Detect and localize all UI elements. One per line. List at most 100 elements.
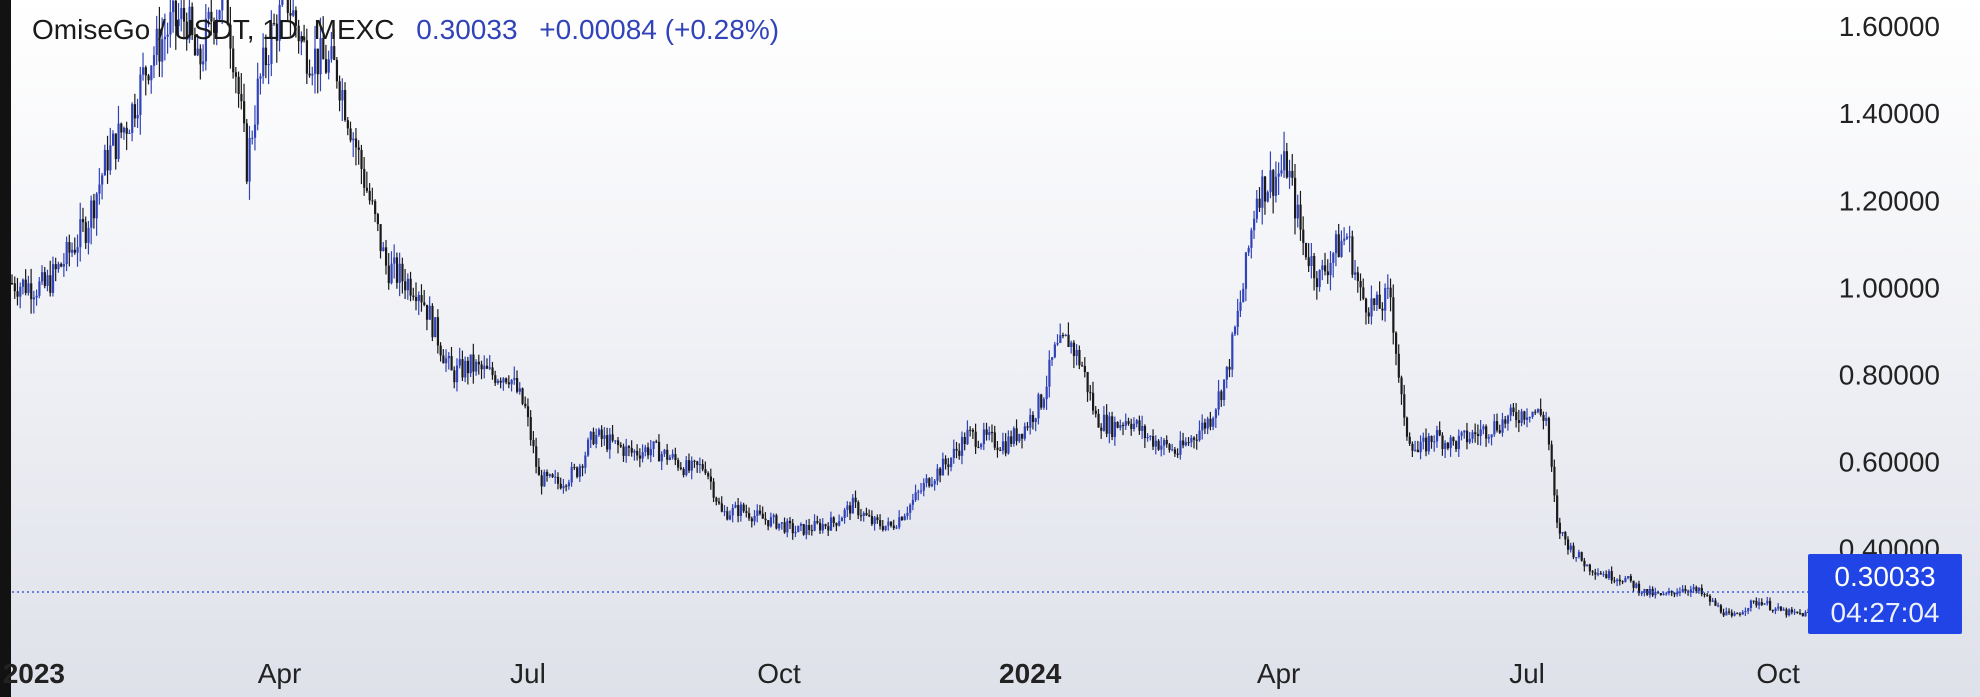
- candle-body: [1367, 312, 1370, 317]
- time-tick-label: Oct: [757, 658, 801, 689]
- candle-body: [30, 283, 33, 300]
- candle-body: [559, 483, 562, 489]
- candle-body: [218, 10, 221, 20]
- candle-body: [1457, 435, 1460, 450]
- candle-body: [1209, 418, 1212, 427]
- candle-body: [556, 476, 560, 484]
- candle-body: [1542, 414, 1545, 421]
- candle-body: [990, 431, 994, 433]
- candle-body: [1132, 423, 1136, 429]
- candle-body: [226, 0, 229, 25]
- candle-body: [1591, 571, 1594, 573]
- candle-body: [1326, 271, 1329, 276]
- candle-body: [117, 123, 120, 160]
- candle-body: [365, 187, 369, 191]
- candle-body: [1605, 574, 1608, 579]
- candle-body: [1064, 334, 1067, 336]
- candle-body: [1272, 170, 1275, 196]
- candle-body: [535, 446, 538, 467]
- candle-body: [488, 367, 491, 369]
- candle-body: [529, 417, 532, 441]
- candle-body: [87, 227, 90, 243]
- candle-body: [11, 282, 14, 284]
- candle-body: [685, 460, 688, 475]
- candle-body: [1056, 343, 1059, 345]
- candle-body: [401, 263, 404, 282]
- candle-body: [1659, 593, 1662, 595]
- candle-body: [551, 474, 554, 477]
- candle-body: [1168, 444, 1171, 451]
- candle-body: [376, 214, 379, 225]
- candle-body: [1146, 437, 1149, 439]
- candle-body: [464, 360, 467, 378]
- candle-body: [1635, 583, 1638, 588]
- candle-body: [1509, 407, 1512, 416]
- candle-body: [1561, 532, 1564, 534]
- candle-body: [1236, 310, 1239, 327]
- candle-body: [1594, 572, 1597, 575]
- candle-body: [966, 429, 969, 445]
- candle-body: [393, 257, 396, 264]
- candle-body: [120, 123, 123, 133]
- candle-body: [510, 379, 513, 385]
- candle-body: [1362, 287, 1365, 299]
- candle-body: [1577, 552, 1581, 558]
- candle-body: [723, 511, 726, 513]
- candle-body: [1233, 326, 1237, 335]
- candle-body: [600, 429, 603, 439]
- candle-body: [870, 516, 874, 525]
- candle-body: [1283, 151, 1286, 171]
- candle-body: [62, 264, 66, 267]
- candle-body: [1072, 342, 1076, 357]
- candle-body: [1556, 495, 1559, 523]
- symbol-legend[interactable]: OmiseGo / USDT, 1D, MEXC 0.30033 +0.0008…: [32, 12, 779, 48]
- candle-body: [286, 0, 289, 13]
- candle-body: [1495, 421, 1499, 431]
- candle-body: [603, 435, 606, 439]
- candle-body: [1643, 589, 1646, 593]
- candle-body: [783, 522, 786, 533]
- time-axis[interactable]: 2023 Apr Jul Oct 2024 Apr Jul Oct: [3, 658, 1800, 689]
- candle-body: [816, 521, 819, 523]
- candle-body: [1021, 433, 1024, 439]
- candle-body: [1501, 419, 1504, 433]
- candle-body: [415, 297, 418, 302]
- candle-body: [647, 447, 650, 456]
- candle-body: [338, 81, 341, 101]
- candle-body: [712, 481, 715, 498]
- candle-body: [933, 480, 936, 485]
- candle-body: [565, 485, 568, 487]
- candle-body: [305, 40, 309, 74]
- candle-body: [475, 361, 478, 372]
- candle-body: [324, 59, 328, 73]
- candle-body: [453, 370, 456, 383]
- candle-body: [1408, 436, 1411, 444]
- candle-body: [1405, 417, 1409, 437]
- candle-body: [824, 524, 827, 527]
- candle-body: [630, 447, 633, 453]
- candle-body: [1302, 229, 1305, 243]
- candle-body: [417, 295, 420, 302]
- candle-body: [1255, 198, 1258, 219]
- candle-body: [1089, 392, 1092, 394]
- candle-body: [289, 12, 292, 16]
- candle-body: [251, 137, 254, 139]
- candle-body: [797, 525, 800, 533]
- time-tick-label: Jul: [1509, 658, 1545, 689]
- candle-body: [292, 10, 295, 16]
- candle-body: [1479, 429, 1482, 436]
- candle-body: [1435, 430, 1439, 442]
- candle-body: [862, 513, 865, 516]
- candle-body: [363, 168, 366, 188]
- candle-body: [109, 145, 112, 171]
- candle-body: [1455, 441, 1458, 450]
- candle-body: [131, 104, 134, 133]
- price-axis[interactable]: 1.60000 1.40000 1.20000 1.00000 0.80000 0.600…: [1839, 11, 1940, 564]
- candle-body: [592, 431, 595, 445]
- candle-body: [1708, 595, 1712, 602]
- candle-body: [720, 503, 723, 512]
- candle-body: [1048, 359, 1051, 387]
- candle-body: [900, 517, 904, 521]
